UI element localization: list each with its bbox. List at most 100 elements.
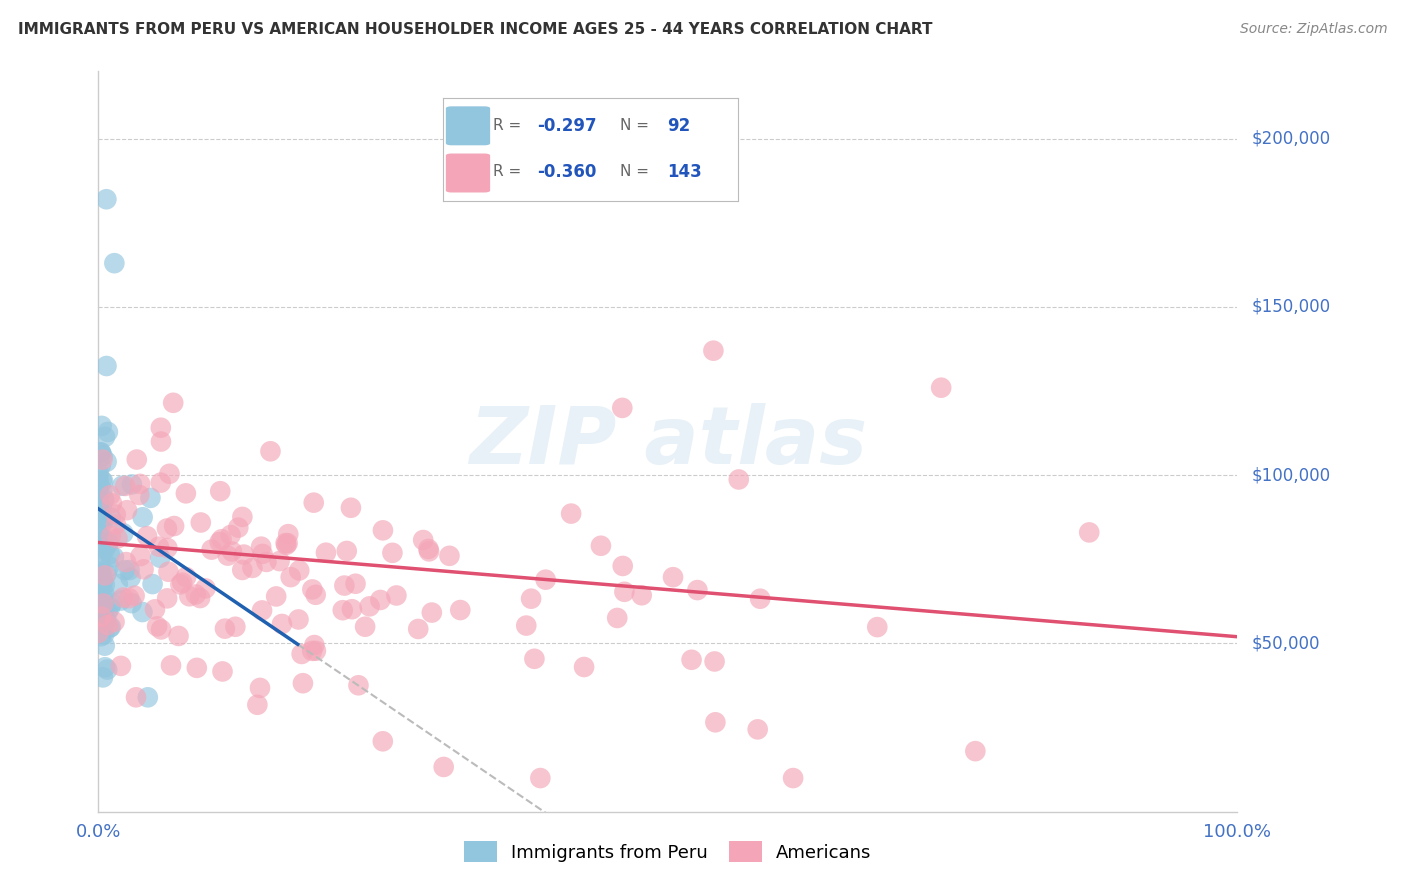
- Point: [159, 467, 181, 481]
- Point: [169, 577, 191, 591]
- Point: [114, 563, 136, 577]
- Point: [301, 582, 323, 597]
- Text: R =: R =: [494, 119, 526, 133]
- Point: [190, 516, 212, 530]
- Point: [91, 516, 114, 531]
- Point: [288, 564, 311, 578]
- FancyBboxPatch shape: [446, 106, 491, 145]
- Point: [94, 578, 117, 592]
- Text: -0.360: -0.360: [537, 163, 596, 181]
- Point: [93, 597, 115, 611]
- Point: [124, 589, 146, 603]
- Point: [747, 723, 769, 737]
- Point: [370, 593, 392, 607]
- Point: [269, 554, 291, 568]
- Point: [305, 588, 328, 602]
- Point: [91, 612, 114, 626]
- Text: 92: 92: [668, 117, 690, 135]
- Point: [110, 593, 132, 607]
- Point: [97, 618, 120, 632]
- Point: [172, 575, 194, 590]
- Point: [101, 496, 124, 510]
- Point: [150, 623, 173, 637]
- Point: [120, 571, 142, 585]
- Point: [98, 621, 121, 635]
- Point: [612, 558, 634, 573]
- Point: [94, 568, 117, 582]
- Point: [98, 600, 121, 615]
- Point: [529, 771, 551, 785]
- Point: [704, 715, 727, 730]
- Point: [104, 517, 127, 532]
- Point: [142, 577, 165, 591]
- Point: [93, 533, 115, 547]
- Point: [315, 546, 337, 560]
- Point: [332, 603, 354, 617]
- Point: [929, 381, 952, 395]
- Point: [118, 591, 141, 606]
- Point: [214, 622, 236, 636]
- Point: [188, 591, 211, 605]
- Point: [184, 587, 207, 601]
- Point: [96, 614, 118, 628]
- Point: [703, 655, 725, 669]
- Point: [449, 603, 471, 617]
- Point: [149, 475, 172, 490]
- Point: [301, 644, 323, 658]
- Point: [89, 566, 111, 580]
- Point: [94, 430, 117, 444]
- Point: [89, 534, 111, 549]
- Text: N =: N =: [620, 164, 654, 179]
- Point: [121, 596, 143, 610]
- Point: [291, 647, 314, 661]
- Point: [89, 555, 111, 569]
- Point: [98, 559, 121, 574]
- Point: [149, 550, 172, 565]
- Point: [354, 620, 377, 634]
- Point: [613, 584, 636, 599]
- Text: Source: ZipAtlas.com: Source: ZipAtlas.com: [1240, 22, 1388, 37]
- Point: [782, 771, 804, 785]
- Point: [347, 678, 370, 692]
- Point: [231, 563, 253, 577]
- Point: [179, 589, 201, 603]
- Point: [87, 475, 110, 490]
- Point: [90, 536, 112, 550]
- Point: [662, 570, 685, 584]
- Point: [534, 573, 557, 587]
- Point: [136, 690, 159, 705]
- Point: [129, 549, 152, 563]
- Legend: Immigrants from Peru, Americans: Immigrants from Peru, Americans: [457, 834, 879, 870]
- Point: [90, 418, 112, 433]
- Point: [277, 536, 299, 550]
- Point: [112, 591, 135, 605]
- Point: [89, 529, 111, 543]
- Point: [136, 529, 159, 543]
- Point: [139, 491, 162, 505]
- Point: [103, 256, 125, 270]
- Point: [89, 566, 111, 581]
- Point: [107, 532, 129, 546]
- Point: [274, 536, 297, 550]
- Point: [87, 593, 110, 607]
- Point: [727, 473, 749, 487]
- Point: [280, 570, 302, 584]
- Point: [96, 663, 118, 677]
- Point: [249, 681, 271, 695]
- Point: [359, 599, 381, 614]
- Text: N =: N =: [620, 119, 654, 133]
- Point: [96, 566, 118, 581]
- Point: [702, 343, 724, 358]
- Point: [630, 588, 652, 602]
- Point: [174, 570, 197, 584]
- Point: [94, 660, 117, 674]
- Point: [97, 425, 120, 439]
- Point: [97, 536, 120, 550]
- Point: [681, 653, 703, 667]
- Point: [211, 665, 233, 679]
- Text: IMMIGRANTS FROM PERU VS AMERICAN HOUSEHOLDER INCOME AGES 25 - 44 YEARS CORRELATI: IMMIGRANTS FROM PERU VS AMERICAN HOUSEHO…: [18, 22, 932, 37]
- Point: [87, 474, 110, 488]
- Point: [523, 652, 546, 666]
- Point: [340, 500, 363, 515]
- Point: [131, 510, 153, 524]
